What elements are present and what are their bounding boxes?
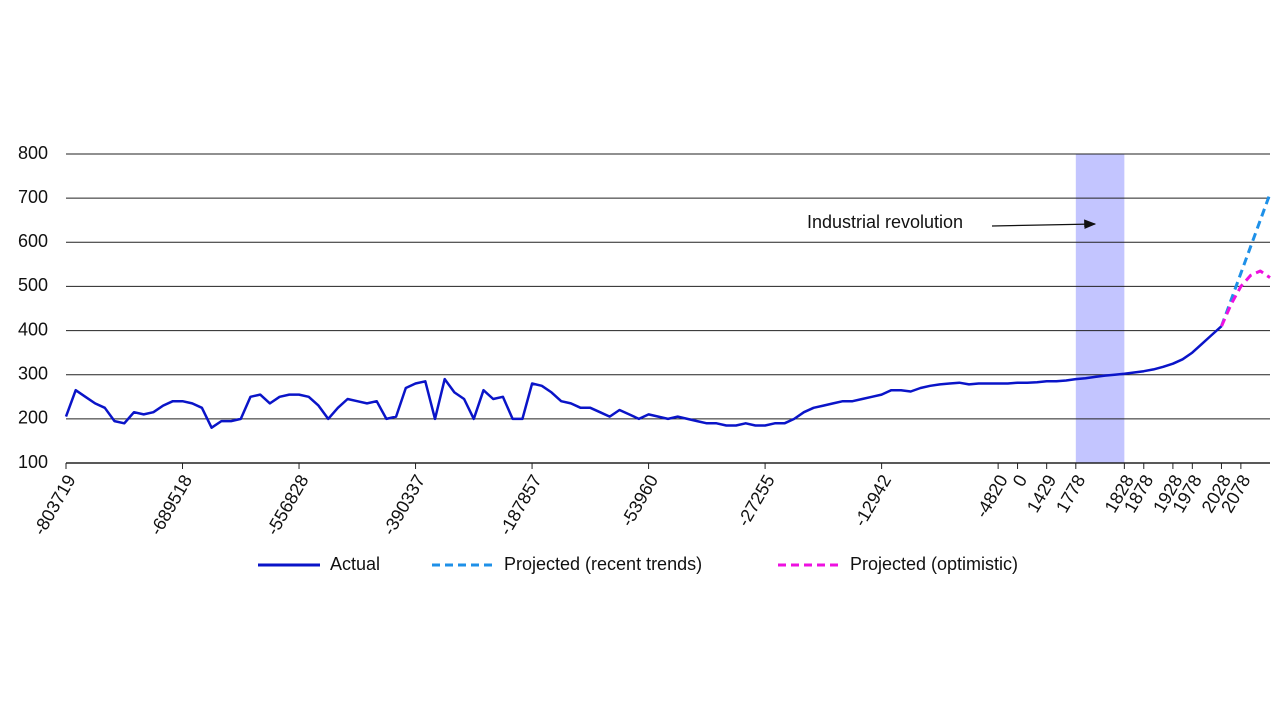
y-tick-label: 500 <box>18 275 48 295</box>
y-tick-label: 700 <box>18 187 48 207</box>
annotation: Industrial revolution <box>807 212 963 232</box>
x-tick-label: -803719 <box>29 471 79 538</box>
highlight-band <box>1075 154 1125 463</box>
series-line <box>1220 193 1272 327</box>
x-tick-label: -4820 <box>971 471 1011 521</box>
x-tick-label: 1429 <box>1023 471 1060 516</box>
x-tick-label: -390337 <box>379 471 429 538</box>
x-tick-label: -12942 <box>850 471 895 530</box>
y-tick-label: 300 <box>18 363 48 383</box>
y-tick-label: 100 <box>18 452 48 472</box>
y-tick-label: 400 <box>18 319 48 339</box>
x-tick-label: 1778 <box>1052 471 1089 516</box>
y-tick-label: 200 <box>18 408 48 428</box>
series-line <box>64 325 1223 429</box>
y-tick-label: 800 <box>18 143 48 163</box>
annotation-arrow <box>991 219 1097 230</box>
y-tick-label: 600 <box>18 231 48 251</box>
x-tick-label: -187857 <box>495 471 545 538</box>
x-tick-label: -53960 <box>617 471 662 530</box>
x-tick-label: -27255 <box>733 471 778 530</box>
legend-label: Projected (recent trends) <box>504 554 702 574</box>
series-line <box>1220 269 1271 327</box>
legend-label: Actual <box>330 554 380 574</box>
x-tick-label: -689518 <box>146 471 196 538</box>
legend-label: Projected (optimistic) <box>850 554 1018 574</box>
x-tick-label: -556828 <box>262 471 312 538</box>
x-tick-label: 0 <box>1009 471 1031 490</box>
